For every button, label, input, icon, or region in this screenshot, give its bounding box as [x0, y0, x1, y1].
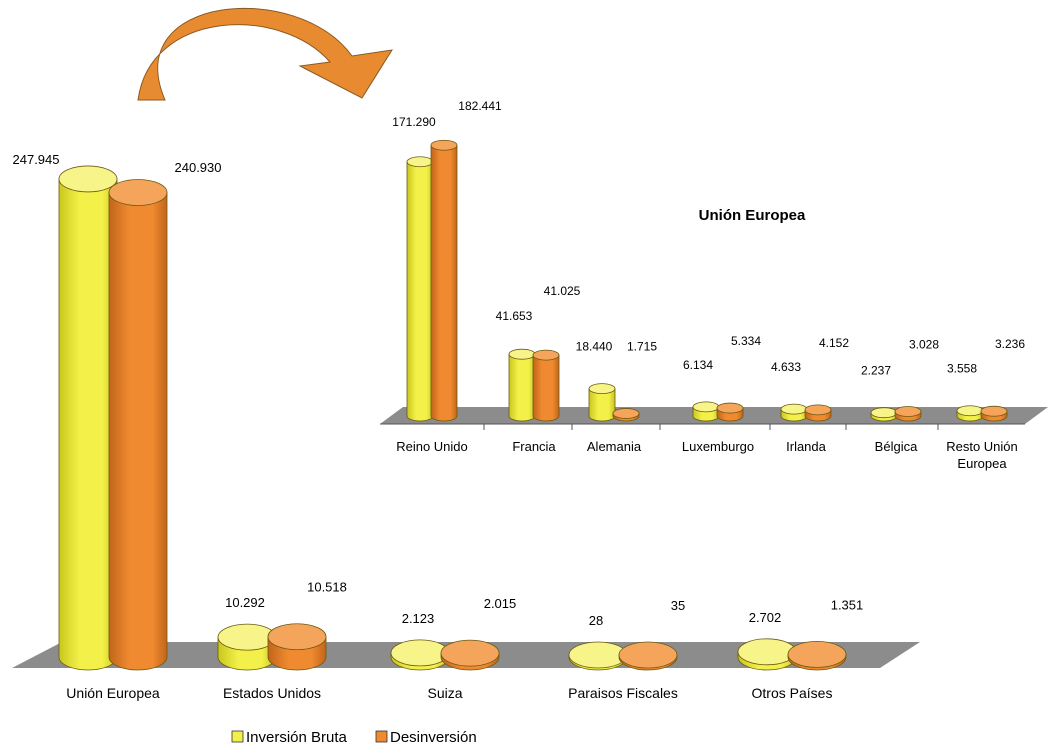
sub-value-label: 6.134 [683, 358, 713, 372]
sub-category-label: Europea [957, 456, 1007, 471]
main-chart-bars [58, 165, 847, 671]
sub-bar-desinversion-2 [612, 408, 640, 422]
curved-arrow [137, 7, 393, 101]
value-label: 2.123 [402, 611, 435, 626]
category-label: Paraisos Fiscales [568, 685, 678, 701]
sub-bar-inversion-1 [508, 348, 536, 422]
bar-inversion-3 [568, 641, 628, 671]
bar-inversion-4 [737, 638, 797, 671]
bar-inversion-0 [58, 165, 118, 671]
category-label: Estados Unidos [223, 685, 321, 701]
sub-chart-value-labels: 171.290 182.441 41.653 41.025 18.440 1.715 6.1… [392, 99, 1025, 378]
sub-value-label: 18.440 [576, 340, 613, 354]
main-chart-value-labels: 247.945 240.930 10.292 10.518 2.123 2.015 28 35… [13, 152, 864, 628]
sub-value-label: 3.236 [995, 337, 1025, 351]
value-label: 2.015 [484, 596, 517, 611]
sub-bar-inversion-0 [406, 156, 434, 422]
sub-bar-inversion-5 [870, 407, 898, 422]
sub-category-label: Luxemburgo [682, 439, 754, 454]
value-label: 35 [671, 598, 685, 613]
sub-value-label: 41.653 [496, 309, 533, 323]
sub-bar-desinversion-5 [894, 406, 922, 422]
bar-desinversion-2 [440, 639, 500, 671]
sub-value-label: 5.334 [731, 334, 761, 348]
sub-value-label: 2.237 [861, 364, 891, 378]
sub-category-label: Francia [512, 439, 556, 454]
sub-category-label: Bélgica [875, 439, 918, 454]
bar-inversion-2 [390, 639, 450, 671]
bar-desinversion-0 [108, 179, 168, 671]
legend-swatch-desinversion [375, 730, 388, 743]
category-label: Suiza [427, 685, 462, 701]
category-label: Otros Países [752, 685, 833, 701]
value-label: 240.930 [175, 160, 222, 175]
sub-value-label: 3.558 [947, 362, 977, 376]
sub-value-label: 171.290 [392, 115, 436, 129]
bar-desinversion-4 [787, 640, 847, 671]
sub-value-label: 41.025 [544, 284, 581, 298]
sub-value-label: 182.441 [458, 99, 502, 113]
value-label: 10.292 [225, 595, 265, 610]
value-label: 10.518 [307, 580, 347, 595]
main-chart-category-labels: Unión Europea Estados Unidos Suiza Paraisos… [66, 685, 832, 701]
value-label: 1.351 [831, 597, 864, 612]
sub-bar-inversion-6 [956, 405, 984, 422]
bar-desinversion-1 [267, 623, 327, 671]
sub-value-label: 3.028 [909, 338, 939, 352]
sub-category-label: Reino Unido [396, 439, 468, 454]
category-label: Unión Europea [66, 685, 160, 701]
sub-chart-category-labels: Reino Unido Francia Alemania Luxemburgo Irla… [396, 424, 1018, 471]
legend-swatch-inversion [231, 730, 244, 743]
sub-bar-desinversion-3 [716, 402, 744, 422]
legend-label-inversion: Inversión Bruta [246, 729, 348, 746]
sub-bar-desinversion-1 [532, 349, 560, 422]
sub-bar-inversion-4 [780, 403, 808, 422]
sub-chart-bars [406, 139, 1008, 422]
value-label: 28 [589, 613, 603, 628]
sub-category-label: Resto Unión [946, 439, 1018, 454]
legend-label-desinversion: Desinversión [390, 729, 477, 746]
value-label: 2.702 [749, 610, 782, 625]
sub-bar-inversion-3 [692, 401, 720, 422]
sub-chart-title: Unión Europea [699, 207, 806, 224]
sub-value-label: 4.152 [819, 336, 849, 350]
value-label: 247.945 [13, 152, 60, 167]
sub-bar-desinversion-6 [980, 405, 1008, 422]
bar-inversion-1 [217, 623, 277, 671]
sub-category-label: Alemania [587, 439, 642, 454]
bar-desinversion-3 [618, 641, 678, 671]
legend: Inversión Bruta Desinversión [231, 729, 477, 746]
sub-value-label: 4.633 [771, 360, 801, 374]
sub-bar-desinversion-0 [430, 139, 458, 422]
sub-bar-desinversion-4 [804, 404, 832, 422]
sub-value-label: 1.715 [627, 339, 657, 353]
sub-bar-inversion-2 [588, 383, 616, 422]
sub-category-label: Irlanda [786, 439, 827, 454]
